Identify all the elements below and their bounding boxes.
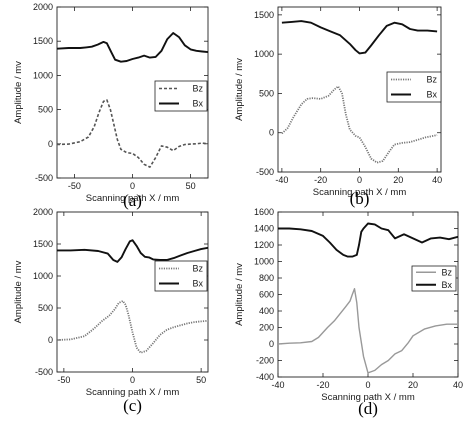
y-tick-label: 1600 bbox=[254, 207, 274, 217]
chart-panel-2: -40 -20 0 20 40 -500 0 500 1000 1500 Scanning path… bbox=[234, 6, 442, 208]
legend-box bbox=[386, 71, 442, 103]
legend: Bz Bx bbox=[154, 80, 208, 112]
legend-label: Bz bbox=[192, 264, 203, 274]
panel-label: (c) bbox=[123, 396, 142, 415]
y-axis-label: Amplitude / mv bbox=[234, 263, 245, 326]
y-tick-label: -500 bbox=[35, 367, 53, 377]
y-tick-label: 1000 bbox=[254, 49, 274, 59]
x-tick-label: -50 bbox=[57, 375, 70, 385]
y-tick-label: 200 bbox=[259, 323, 274, 333]
y-tick-label: 1500 bbox=[33, 36, 53, 46]
y-tick-label: 800 bbox=[259, 273, 274, 283]
legend-box bbox=[154, 80, 208, 112]
y-tick-label: 1500 bbox=[33, 239, 53, 249]
legend-box bbox=[411, 265, 457, 292]
y-tick-label: 2000 bbox=[33, 2, 53, 12]
x-tick-label: 40 bbox=[453, 380, 463, 390]
legend: Bz Bx bbox=[154, 260, 208, 292]
x-tick-label: 0 bbox=[130, 181, 135, 191]
x-tick-label: 40 bbox=[432, 175, 442, 185]
y-tick-label: 0 bbox=[48, 139, 53, 149]
y-tick-label: 0 bbox=[269, 339, 274, 349]
x-axis-label: Scanning path X / mm bbox=[86, 387, 180, 398]
legend: Bz Bx bbox=[386, 71, 442, 103]
x-tick-label: 0 bbox=[130, 375, 135, 385]
legend-label: Bz bbox=[426, 75, 437, 85]
series-line-bz bbox=[278, 288, 458, 374]
y-tick-label: 1200 bbox=[254, 240, 274, 250]
legend-label: Bx bbox=[426, 90, 437, 100]
legend-label: Bx bbox=[441, 280, 452, 290]
x-tick-label: 20 bbox=[393, 175, 403, 185]
x-tick-label: 50 bbox=[186, 181, 196, 191]
x-tick-label: 0 bbox=[365, 380, 370, 390]
y-tick-label: -200 bbox=[256, 356, 274, 366]
y-tick-label: 0 bbox=[269, 128, 274, 138]
y-tick-label: -400 bbox=[256, 372, 274, 382]
y-tick-label: 400 bbox=[259, 306, 274, 316]
legend-label: Bx bbox=[192, 99, 203, 109]
x-tick-label: -40 bbox=[275, 175, 288, 185]
x-tick-label: 0 bbox=[357, 175, 362, 185]
y-axis-label: Amplitude / mv bbox=[13, 61, 24, 124]
series-line-bz bbox=[281, 85, 438, 164]
x-tick-label: -20 bbox=[316, 380, 329, 390]
y-tick-label: 1400 bbox=[254, 224, 274, 234]
legend: Bz Bx bbox=[411, 265, 457, 292]
y-tick-label: 500 bbox=[259, 88, 274, 98]
y-tick-label: 1000 bbox=[33, 271, 53, 281]
x-axis-label: Scanning path X / mm bbox=[313, 187, 407, 198]
panel-label: (a) bbox=[123, 191, 142, 210]
x-tick-label: 50 bbox=[196, 375, 206, 385]
y-tick-label: 500 bbox=[38, 105, 53, 115]
series-line-bz bbox=[57, 300, 208, 354]
series-line-bx bbox=[281, 20, 438, 55]
series-line-bx bbox=[57, 32, 208, 63]
y-tick-label: 500 bbox=[38, 303, 53, 313]
y-tick-label: 600 bbox=[259, 290, 274, 300]
chart-panel-4: -40 -20 0 20 40-400-200020040060080010001200… bbox=[234, 207, 463, 418]
legend-label: Bz bbox=[192, 84, 203, 94]
series-line-bx bbox=[278, 222, 458, 258]
y-tick-label: -500 bbox=[35, 173, 53, 183]
legend-box bbox=[154, 260, 208, 292]
y-tick-label: 0 bbox=[48, 335, 53, 345]
y-tick-label: 1000 bbox=[33, 70, 53, 80]
y-tick-label: 1000 bbox=[254, 257, 274, 267]
y-tick-label: 1500 bbox=[254, 10, 274, 20]
plot-frame bbox=[56, 211, 209, 373]
y-tick-label: -500 bbox=[256, 167, 274, 177]
y-tick-label: 2000 bbox=[33, 207, 53, 217]
series-line-bx bbox=[57, 239, 208, 263]
y-axis-label: Amplitude / mv bbox=[13, 260, 24, 323]
legend-label: Bz bbox=[441, 267, 452, 277]
legend-label: Bx bbox=[192, 279, 203, 289]
x-tick-label: -40 bbox=[271, 380, 284, 390]
plot-frame bbox=[277, 211, 459, 378]
x-axis-label: Scanning path X / mm bbox=[321, 392, 415, 403]
x-tick-label: -20 bbox=[314, 175, 327, 185]
x-tick-label: 20 bbox=[408, 380, 418, 390]
panel-label: (d) bbox=[358, 399, 378, 418]
x-tick-label: -50 bbox=[68, 181, 81, 191]
y-axis-label: Amplitude / mv bbox=[234, 58, 245, 121]
panel-label: (b) bbox=[350, 189, 370, 208]
x-axis-label: Scanning path X / mm bbox=[86, 193, 180, 204]
